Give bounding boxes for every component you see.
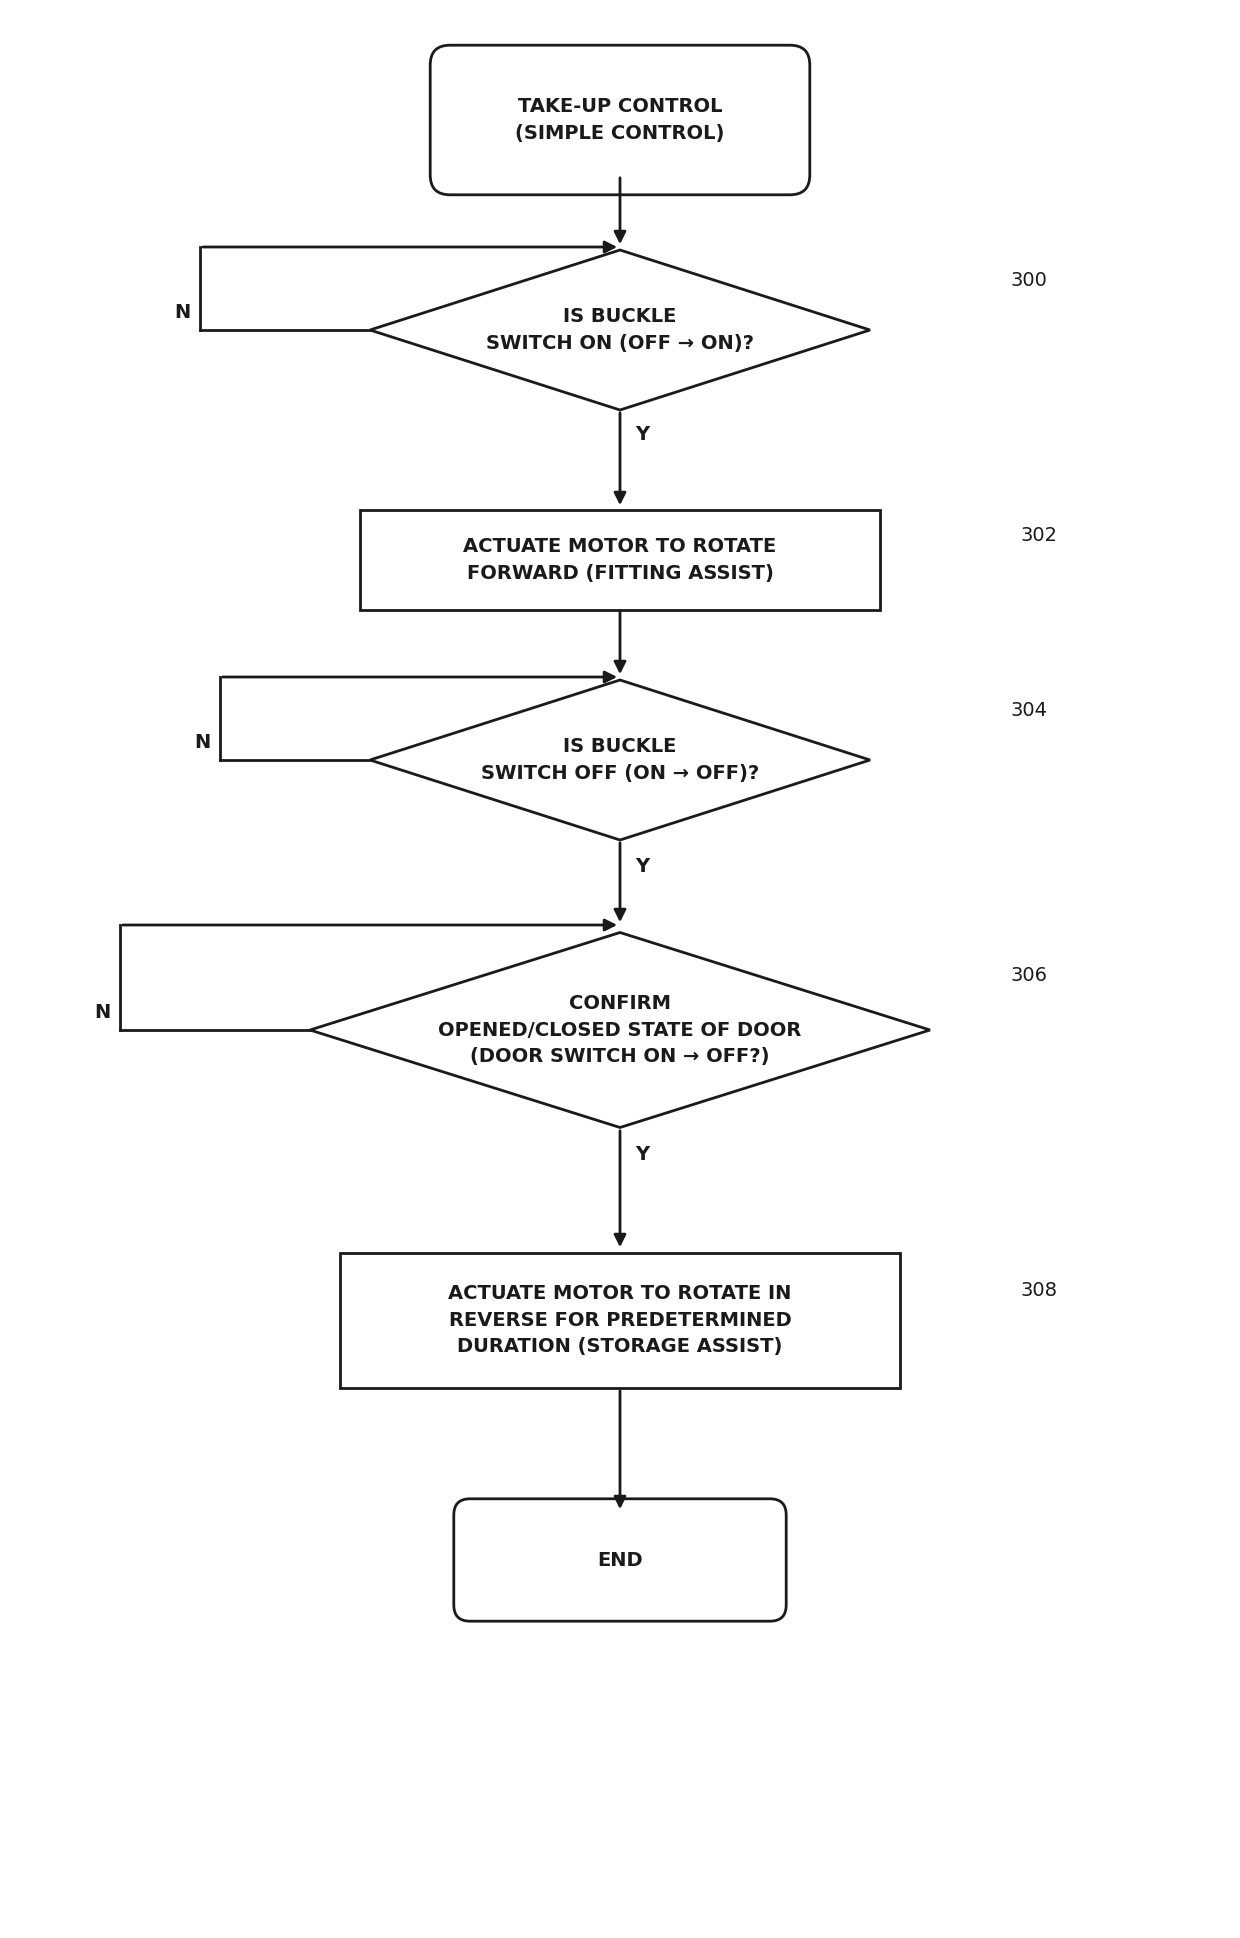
Text: IS BUCKLE
SWITCH OFF (ON → OFF)?: IS BUCKLE SWITCH OFF (ON → OFF)? [481,736,759,783]
Bar [360,510,880,610]
Polygon shape [310,932,930,1128]
Text: ACTUATE MOTOR TO ROTATE IN
REVERSE FOR PREDETERMINED
DURATION (STORAGE ASSIST): ACTUATE MOTOR TO ROTATE IN REVERSE FOR P… [449,1285,791,1357]
Text: 304: 304 [1011,702,1047,721]
Text: N: N [94,1004,110,1021]
FancyBboxPatch shape [430,45,810,196]
Text: N: N [174,302,190,322]
FancyBboxPatch shape [454,1498,786,1622]
Text: CONFIRM
OPENED/CLOSED STATE OF DOOR
(DOOR SWITCH ON → OFF?): CONFIRM OPENED/CLOSED STATE OF DOOR (DOO… [438,994,802,1066]
Text: 300: 300 [1011,271,1047,291]
Bar [340,1252,900,1388]
Text: 302: 302 [1021,525,1056,545]
Text: 306: 306 [1011,965,1047,985]
Text: IS BUCKLE
SWITCH ON (OFF → ON)?: IS BUCKLE SWITCH ON (OFF → ON)? [486,308,754,353]
Text: Y: Y [635,1145,649,1165]
Text: N: N [193,733,210,752]
Text: 308: 308 [1021,1281,1056,1300]
Polygon shape [370,680,870,839]
Text: Y: Y [635,424,649,444]
Text: Y: Y [635,857,649,876]
Text: TAKE-UP CONTROL
(SIMPLE CONTROL): TAKE-UP CONTROL (SIMPLE CONTROL) [516,97,724,143]
Polygon shape [370,250,870,411]
Text: ACTUATE MOTOR TO ROTATE
FORWARD (FITTING ASSIST): ACTUATE MOTOR TO ROTATE FORWARD (FITTING… [464,537,776,583]
Text: END: END [598,1550,642,1570]
